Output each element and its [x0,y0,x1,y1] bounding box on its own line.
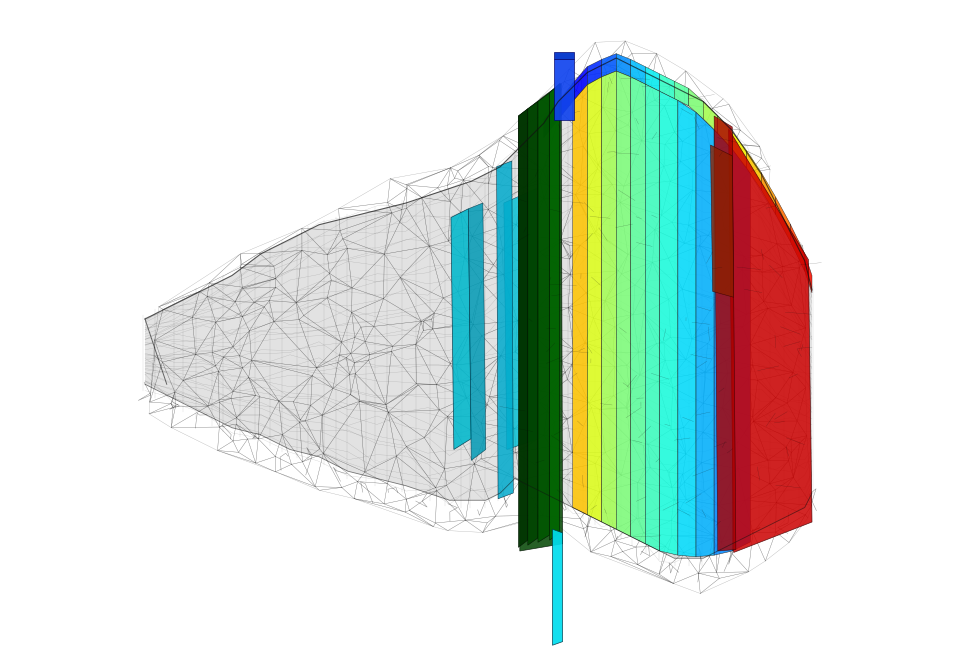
Polygon shape [689,89,703,119]
Polygon shape [549,83,560,540]
Polygon shape [675,81,689,106]
Polygon shape [678,101,696,557]
Polygon shape [572,85,588,515]
Polygon shape [659,91,678,555]
Polygon shape [776,197,790,241]
Polygon shape [710,145,734,297]
Polygon shape [588,77,602,522]
Polygon shape [558,83,572,119]
Polygon shape [631,59,645,84]
Polygon shape [519,109,528,548]
Polygon shape [714,116,736,551]
Polygon shape [528,101,538,545]
Polygon shape [616,71,631,536]
Polygon shape [468,203,486,460]
Polygon shape [631,77,645,544]
Polygon shape [790,224,805,271]
Polygon shape [718,116,732,149]
Polygon shape [497,161,513,499]
Polygon shape [645,84,659,551]
Polygon shape [504,189,540,450]
Polygon shape [732,132,746,168]
Polygon shape [728,129,812,552]
Polygon shape [588,59,602,85]
Polygon shape [714,130,732,555]
Polygon shape [703,101,718,133]
Polygon shape [761,173,776,215]
Polygon shape [572,67,588,101]
Polygon shape [554,59,574,119]
Polygon shape [538,93,549,542]
Polygon shape [746,151,761,190]
Polygon shape [602,53,616,77]
Polygon shape [145,58,812,558]
Polygon shape [805,253,812,293]
Polygon shape [659,74,675,99]
Polygon shape [552,529,563,645]
Polygon shape [554,52,574,59]
Polygon shape [732,149,750,551]
Polygon shape [696,112,714,557]
Polygon shape [645,67,659,91]
Polygon shape [451,209,471,450]
Polygon shape [544,101,558,138]
Polygon shape [602,71,616,529]
Polygon shape [616,53,631,77]
Polygon shape [519,83,563,551]
